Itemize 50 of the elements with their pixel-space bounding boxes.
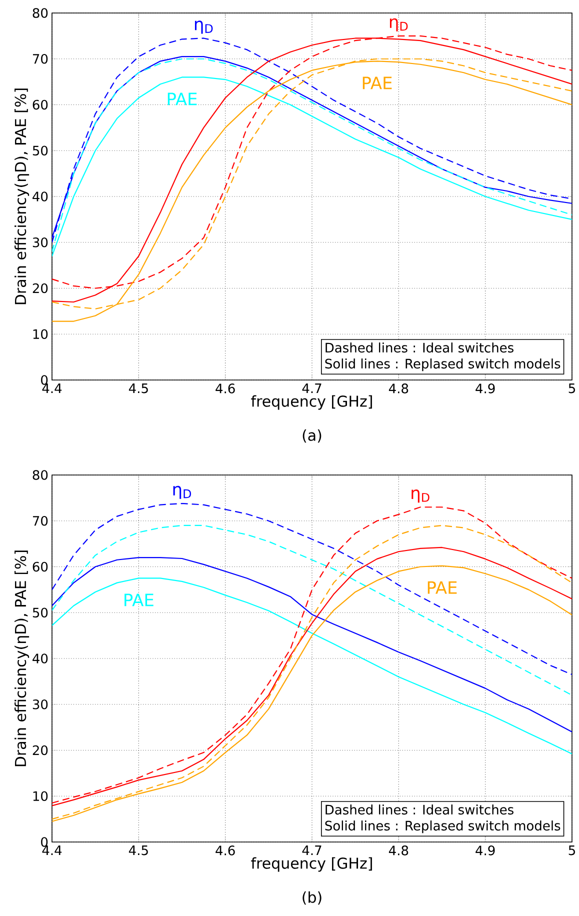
x-tick-label: 4.7 [302,846,322,855]
y-tick-label: 0 [40,837,48,847]
y-tick-label: 0 [40,375,48,385]
y-axis-title: Drain efficiency(ηD), PAE [%] [14,550,29,766]
x-tick-label: 5 [568,384,575,394]
y-tick-label: 30 [32,699,48,710]
series-label: η$_{D}$ [173,486,191,499]
series-label: PAE [428,581,456,594]
y-axis-title: Drain efficiency(ηD), PAE [%] [14,88,29,304]
y-tick-label: 20 [32,283,48,294]
y-tick-label: 60 [32,100,48,110]
y-tick-label: 20 [32,745,48,756]
y-tick-label: 80 [32,8,48,18]
y-tick-label: 10 [33,329,48,340]
x-axis-title: frequency [GHz] [250,857,372,872]
x-tick-label: 4.9 [475,846,495,856]
series-label: PAE [124,594,154,606]
x-tick-label: 4.4 [42,846,62,855]
series-label: η$_{D}$ [194,20,212,34]
series-label: PAE [362,76,392,90]
y-tick-label: 60 [32,562,48,572]
text: (b) [302,891,322,905]
x-axis-title: frequency [GHz] [250,395,372,410]
x-tick-label: 4.8 [388,846,408,856]
x-tick-label: 4.7 [302,384,322,394]
x-tick-label: 4.6 [215,384,235,394]
x-tick-label: 4.9 [475,384,495,394]
annotation: Dashed lines : Ideal switches [325,804,514,815]
x-tick-label: 4.4 [42,384,62,394]
series-label: η$_{D}$ [411,490,430,503]
x-tick-label: 4.5 [128,384,148,394]
x-tick-label: 5 [568,846,575,856]
y-tick-label: 80 [32,470,48,480]
x-tick-label: 4.6 [215,846,235,856]
y-tick-label: 50 [32,608,48,618]
y-tick-label: 40 [32,654,48,664]
y-tick-label: 70 [32,54,48,64]
annotation: Dashed lines : Ideal switches [325,342,514,353]
series-label: PAE [168,92,196,106]
y-tick-label: 40 [32,192,48,202]
text: (a) [302,429,321,443]
series-label: η$_{D}$ [390,18,408,32]
y-tick-label: 50 [32,146,48,156]
annotation: Solid lines : Replased switch models [325,820,560,834]
x-tick-label: 4.5 [128,846,148,856]
y-tick-label: 30 [32,237,48,248]
annotation: Solid lines : Replased switch models [325,358,560,372]
y-tick-label: 10 [33,791,48,802]
y-tick-label: 70 [32,516,48,526]
x-tick-label: 4.8 [388,384,408,394]
